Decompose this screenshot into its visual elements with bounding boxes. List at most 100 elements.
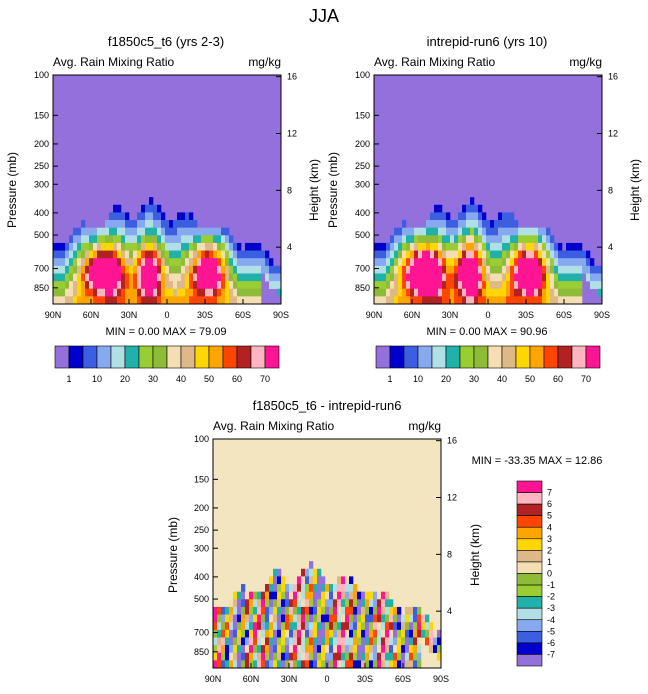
data-cell [77, 288, 82, 297]
data-cell [353, 591, 358, 600]
data-cell [217, 614, 222, 623]
data-cell [77, 242, 82, 251]
data-cell [261, 637, 266, 646]
data-cell [213, 606, 218, 615]
data-cell [281, 591, 286, 600]
data-cell [546, 265, 551, 274]
data-cell [498, 265, 503, 274]
data-cell [233, 606, 238, 615]
data-cell [217, 660, 222, 669]
data-cell [385, 637, 390, 646]
data-cell [341, 622, 346, 631]
data-cell [534, 242, 539, 251]
data-cell [301, 576, 306, 585]
data-cell [394, 250, 399, 259]
data-cell [225, 645, 230, 654]
data-cell [462, 204, 467, 213]
data-cell [417, 637, 422, 646]
data-cell [538, 258, 543, 267]
y-tick-label: 150 [355, 110, 370, 120]
data-cell [109, 242, 114, 251]
data-cell [522, 296, 527, 305]
data-cell [145, 235, 150, 244]
data-cell [105, 250, 110, 259]
data-cell [229, 660, 234, 669]
data-cell [145, 227, 150, 236]
data-cell [458, 212, 463, 221]
data-cell [149, 273, 154, 282]
data-cell [137, 281, 142, 290]
data-cell [526, 265, 531, 274]
data-cell [237, 288, 242, 297]
data-cell [458, 220, 463, 228]
data-cell [277, 576, 282, 585]
data-cell [454, 281, 459, 290]
data-cell [478, 258, 483, 267]
data-cell [426, 281, 431, 290]
data-cell [61, 281, 66, 290]
data-cell [466, 212, 471, 221]
data-cell [245, 629, 250, 638]
data-cell [161, 265, 166, 274]
data-cell [277, 568, 282, 577]
data-cell [173, 242, 178, 251]
data-cell [337, 584, 342, 592]
data-cell [61, 296, 66, 305]
data-cell [442, 227, 447, 236]
panel1-stats: MIN = 0.00 MAX = 79.09 [105, 326, 226, 338]
data-cell [486, 235, 491, 244]
data-cell [454, 250, 459, 259]
data-cell [177, 250, 182, 259]
data-cell [109, 212, 114, 221]
data-cell [321, 629, 326, 638]
data-cell [249, 591, 254, 600]
y-tick-label: 300 [34, 179, 49, 189]
data-cell [181, 265, 186, 274]
data-cell [498, 212, 503, 221]
data-cell [185, 273, 190, 282]
y-tick-label: 400 [194, 572, 209, 582]
data-cell [498, 288, 503, 297]
data-cell [97, 242, 102, 251]
data-cell [153, 258, 158, 267]
data-cell [442, 258, 447, 267]
panel2-colorbar: 1 10 20 30 40 50 60 70 [375, 345, 601, 384]
data-cell [109, 235, 114, 244]
colorbar-label: 6 [547, 499, 552, 509]
data-cell [117, 273, 122, 282]
colorbar-swatch [516, 515, 543, 528]
data-cell [193, 220, 198, 228]
data-cell [193, 235, 198, 244]
data-cell [109, 273, 114, 282]
data-cell [117, 265, 122, 274]
data-cell [105, 220, 110, 228]
colorbar-swatch [516, 607, 543, 621]
data-cell [458, 273, 463, 282]
data-cell [530, 235, 535, 244]
data-cell [97, 258, 102, 267]
data-cell [129, 258, 134, 267]
data-cell [413, 645, 418, 654]
data-cell [65, 296, 70, 305]
data-cell [77, 296, 82, 305]
data-cell [193, 288, 198, 297]
data-cell [598, 288, 603, 297]
data-cell [53, 265, 58, 274]
data-cell [301, 660, 306, 669]
data-cell [414, 242, 419, 251]
data-cell [89, 235, 94, 244]
data-cell [438, 250, 443, 259]
data-cell [341, 599, 346, 608]
data-cell [417, 614, 422, 623]
data-cell [85, 235, 90, 244]
data-cell [249, 242, 254, 251]
data-cell [374, 265, 379, 274]
colorbar-label: 60 [553, 374, 563, 384]
data-cell [201, 242, 206, 251]
data-cell [466, 273, 471, 282]
data-cell [241, 281, 246, 290]
data-cell [101, 296, 106, 305]
data-cell [69, 288, 74, 297]
data-cell [105, 273, 110, 282]
data-cell [546, 273, 551, 282]
